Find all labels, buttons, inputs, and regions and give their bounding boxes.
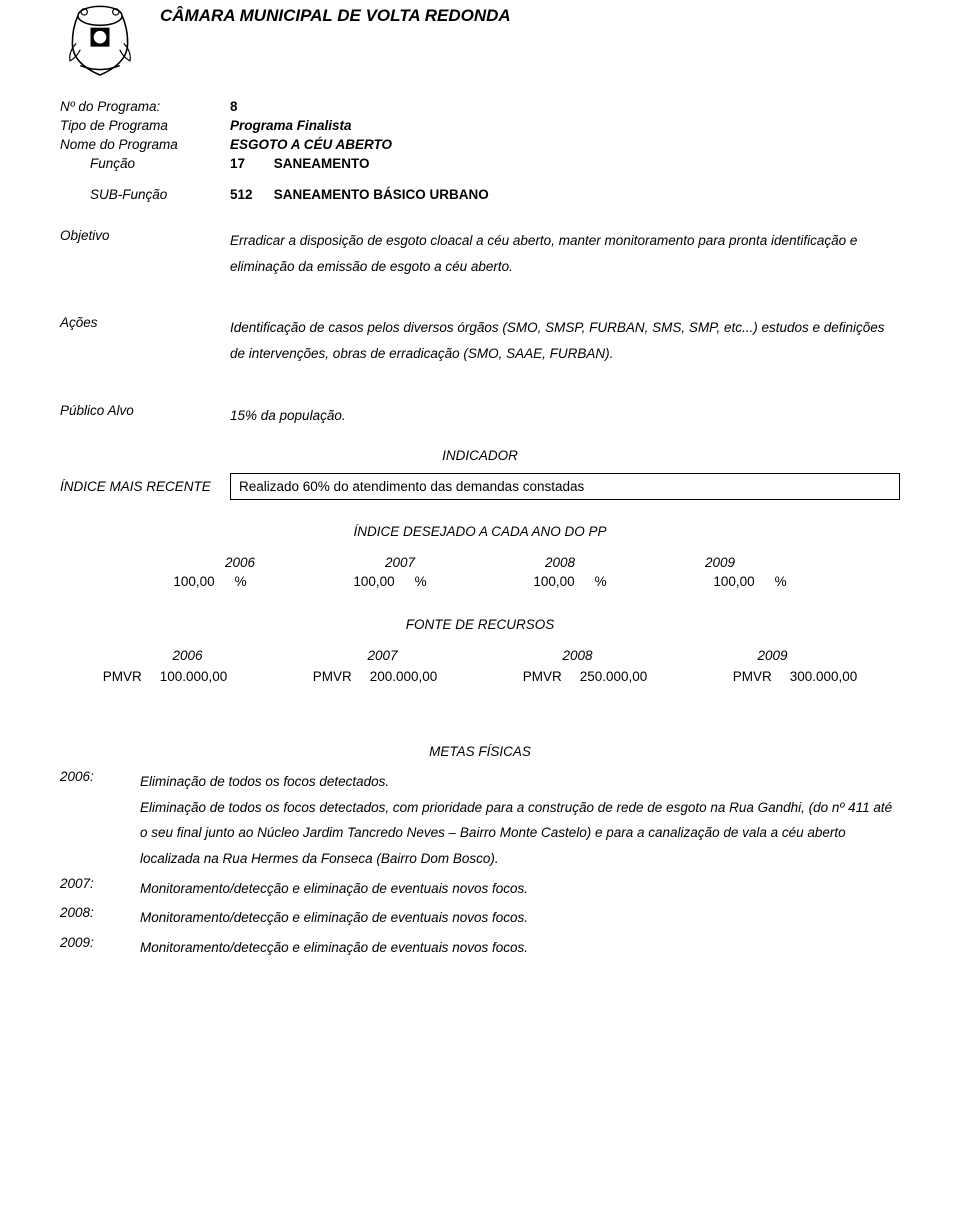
unit-3: % bbox=[595, 574, 607, 589]
indicador-heading: INDICADOR bbox=[60, 448, 900, 463]
fonte-val-1: 100.000,00 bbox=[160, 669, 228, 684]
meta-2007: 2007: Monitoramento/detecção e eliminaçã… bbox=[60, 876, 900, 902]
fonte-src-3: PMVR bbox=[523, 669, 562, 684]
meta-year-2009: 2009: bbox=[60, 935, 140, 961]
meta-text-2006: Eliminação de todos os focos detectados.… bbox=[140, 769, 900, 872]
val-4: 100,00 bbox=[713, 574, 754, 589]
indice-recente-box: Realizado 60% do atendimento das demanda… bbox=[230, 473, 900, 500]
funcao-num: 17 bbox=[230, 156, 270, 171]
fonte-src-4: PMVR bbox=[733, 669, 772, 684]
fonte-val-3: 250.000,00 bbox=[580, 669, 648, 684]
unit-2: % bbox=[415, 574, 427, 589]
objetivo-label: Objetivo bbox=[60, 228, 230, 279]
unit-1: % bbox=[235, 574, 247, 589]
val-1: 100,00 bbox=[173, 574, 214, 589]
val-3: 100,00 bbox=[533, 574, 574, 589]
meta-text-2008: Monitoramento/detecção e eliminação de e… bbox=[140, 905, 900, 931]
fonte-val-2: 200.000,00 bbox=[370, 669, 438, 684]
meta-text-2006b: Eliminação de todos os focos detectados,… bbox=[140, 800, 892, 866]
page-container: CÂMARA MUNICIPAL DE VOLTA REDONDA Nº do … bbox=[0, 0, 960, 1005]
fonte-val-4: 300.000,00 bbox=[790, 669, 858, 684]
meta-year-2007: 2007: bbox=[60, 876, 140, 902]
fonte-year-4: 2009 bbox=[675, 648, 870, 663]
meta-year-2006: 2006: bbox=[60, 769, 140, 872]
fonte-src-1: PMVR bbox=[103, 669, 142, 684]
meta-text-2009: Monitoramento/detecção e eliminação de e… bbox=[140, 935, 900, 961]
num-label: Nº do Programa: bbox=[60, 99, 230, 114]
subfuncao-num: 512 bbox=[230, 187, 270, 202]
fonte-values: PMVR 100.000,00 PMVR 200.000,00 PMVR 250.00… bbox=[60, 669, 900, 684]
metas-heading: METAS FÍSICAS bbox=[60, 744, 900, 759]
meta-2006: 2006: Eliminação de todos os focos detec… bbox=[60, 769, 900, 872]
year-2009: 2009 bbox=[705, 555, 735, 570]
emblem-icon bbox=[60, 4, 140, 79]
indice-values: 100,00% 100,00% 100,00% 100,00% bbox=[60, 574, 900, 589]
year-2008: 2008 bbox=[545, 555, 575, 570]
meta-year-2008: 2008: bbox=[60, 905, 140, 931]
indice-years: 2006 2007 2008 2009 bbox=[60, 555, 900, 570]
year-2006: 2006 bbox=[225, 555, 255, 570]
meta-text-2006a: Eliminação de todos os focos detectados. bbox=[140, 774, 389, 789]
acoes-label: Ações bbox=[60, 315, 230, 366]
fonte-year-1: 2006 bbox=[90, 648, 285, 663]
meta-2009: 2009: Monitoramento/detecção e eliminaçã… bbox=[60, 935, 900, 961]
fonte-year-3: 2008 bbox=[480, 648, 675, 663]
num-value: 8 bbox=[230, 99, 238, 114]
subfuncao-label: SUB-Função bbox=[60, 187, 230, 202]
year-2007: 2007 bbox=[385, 555, 415, 570]
objetivo-text: Erradicar a disposição de esgoto cloacal… bbox=[230, 228, 900, 279]
funcao-label: Função bbox=[60, 156, 230, 171]
acoes-text: Identificação de casos pelos diversos ór… bbox=[230, 315, 900, 366]
indice-desejado-heading: ÍNDICE DESEJADO A CADA ANO DO PP bbox=[60, 524, 900, 539]
indice-recente-label: ÍNDICE MAIS RECENTE bbox=[60, 479, 230, 494]
meta-text-2007: Monitoramento/detecção e eliminação de e… bbox=[140, 876, 900, 902]
tipo-value: Programa Finalista bbox=[230, 118, 352, 133]
unit-4: % bbox=[775, 574, 787, 589]
val-2: 100,00 bbox=[353, 574, 394, 589]
publico-text: 15% da população. bbox=[230, 403, 900, 429]
fonte-years: 2006 2007 2008 2009 bbox=[60, 648, 900, 663]
publico-section: Público Alvo 15% da população. bbox=[60, 403, 900, 429]
subfuncao-value: SANEAMENTO BÁSICO URBANO bbox=[274, 187, 489, 202]
nome-label: Nome do Programa bbox=[60, 137, 230, 152]
indice-recente-row: ÍNDICE MAIS RECENTE Realizado 60% do ate… bbox=[60, 473, 900, 500]
fonte-year-2: 2007 bbox=[285, 648, 480, 663]
meta-2008: 2008: Monitoramento/detecção e eliminaçã… bbox=[60, 905, 900, 931]
nome-value: ESGOTO A CÉU ABERTO bbox=[230, 137, 392, 152]
acoes-section: Ações Identificação de casos pelos diver… bbox=[60, 315, 900, 366]
header-title: CÂMARA MUNICIPAL DE VOLTA REDONDA bbox=[160, 4, 511, 26]
funcao-value: SANEAMENTO bbox=[274, 156, 370, 171]
tipo-label: Tipo de Programa bbox=[60, 118, 230, 133]
objetivo-section: Objetivo Erradicar a disposição de esgot… bbox=[60, 228, 900, 279]
header: CÂMARA MUNICIPAL DE VOLTA REDONDA bbox=[60, 4, 900, 79]
program-info: Nº do Programa: 8 Tipo de Programa Progr… bbox=[60, 99, 900, 202]
fonte-src-2: PMVR bbox=[313, 669, 352, 684]
fonte-heading: FONTE DE RECURSOS bbox=[60, 617, 900, 632]
publico-label: Público Alvo bbox=[60, 403, 230, 429]
